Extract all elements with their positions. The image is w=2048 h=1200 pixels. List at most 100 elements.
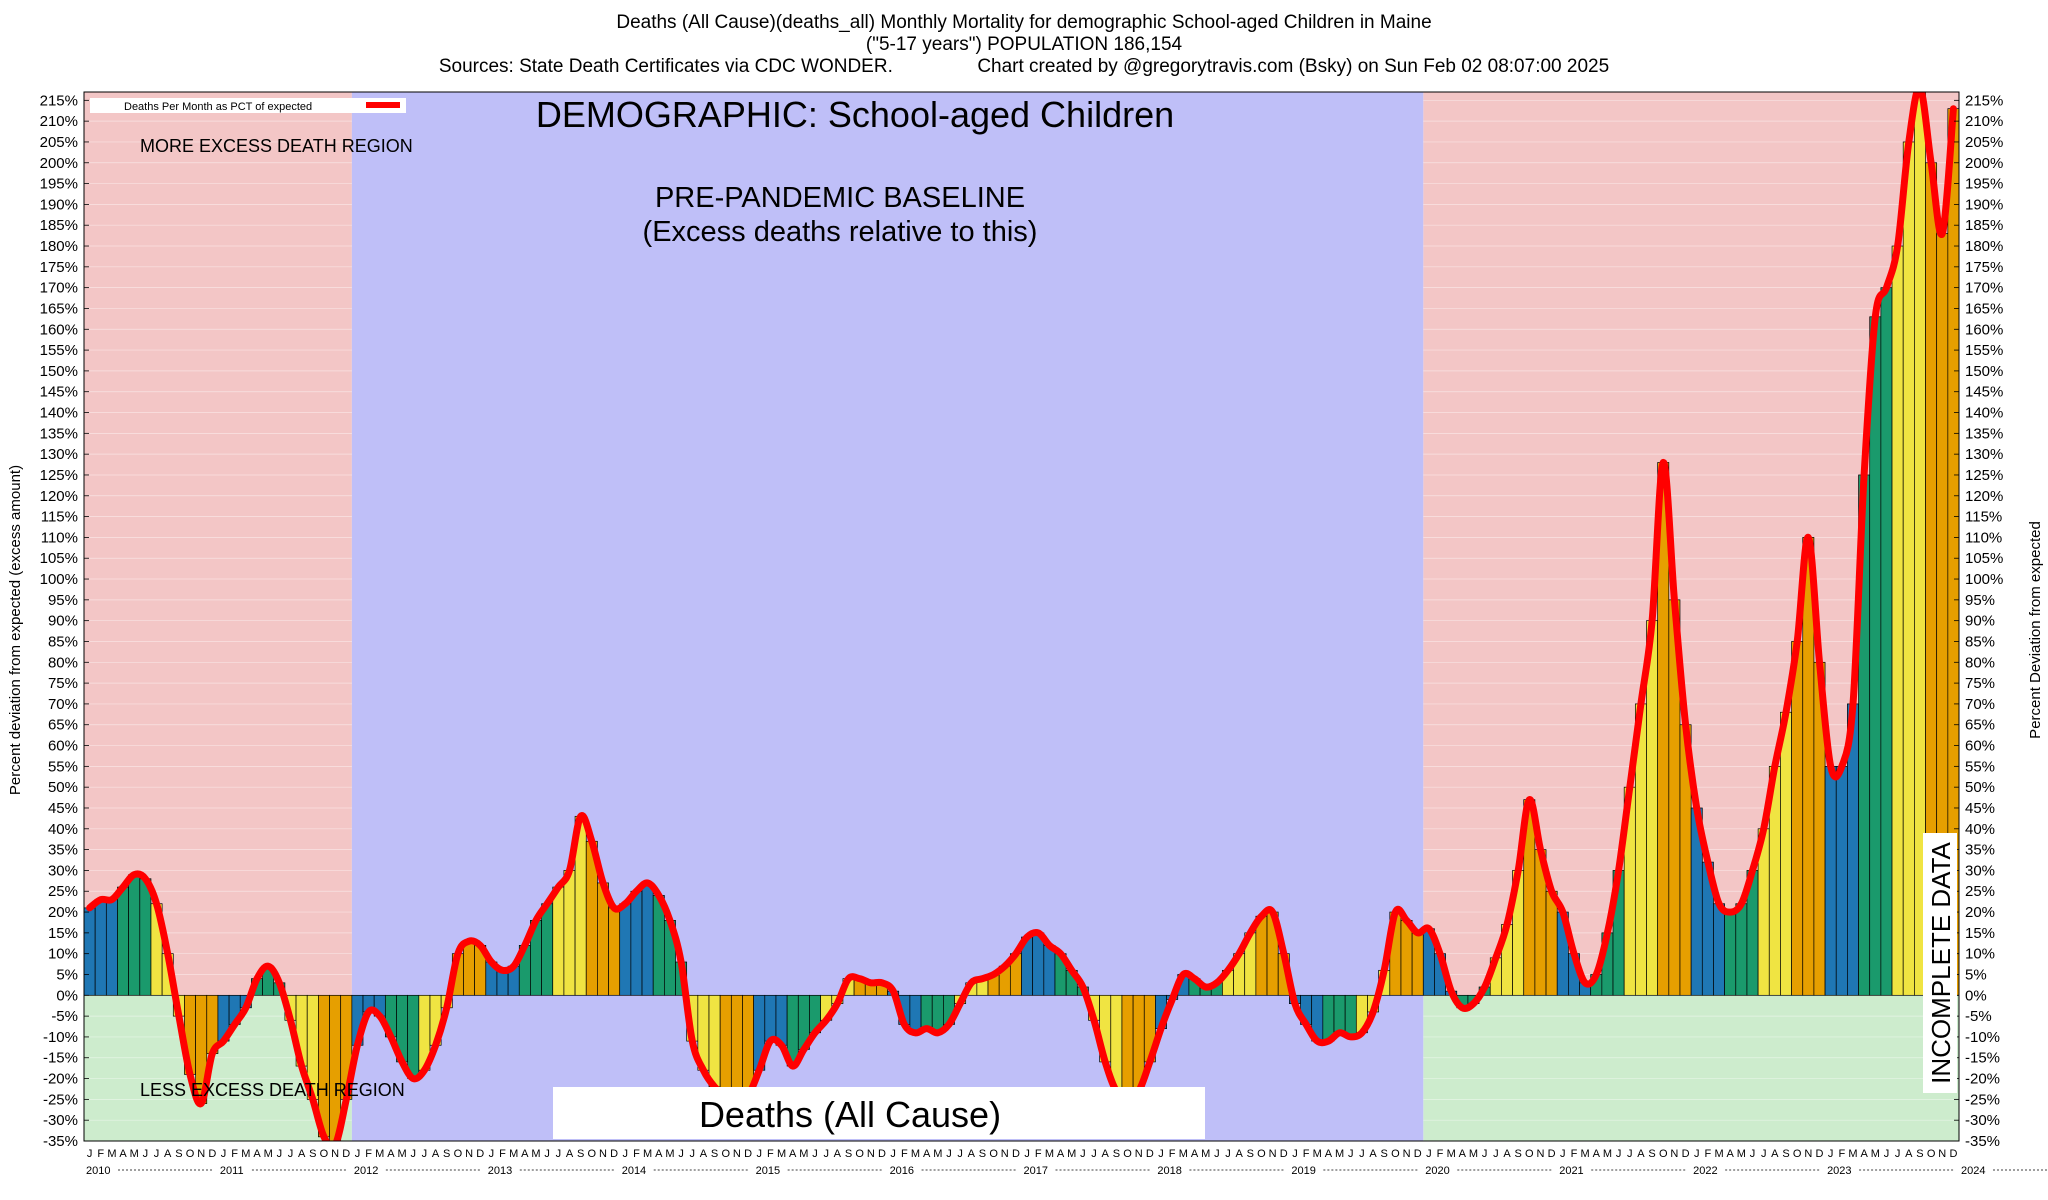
x-tick-label: A [789,1148,797,1160]
x-tick-label: D [1146,1148,1154,1160]
bar [619,903,632,996]
x-tick-label: N [599,1148,607,1160]
legend-label: Deaths Per Month as PCT of expected [124,101,312,113]
x-tick-label: A [968,1148,976,1160]
x-tick-label: J [422,1148,428,1160]
x-tick-label: M [1848,1148,1857,1160]
y-tick-label: 15% [1965,925,1995,942]
measure-label: Deaths (All Cause) [699,1094,1001,1135]
x-tick-label: N [1536,1148,1544,1160]
y-tick-label: 25% [48,883,78,900]
x-tick-label: O [320,1148,329,1160]
x-tick-label: M [643,1148,652,1160]
y-tick-label: -5% [51,1008,78,1025]
x-tick-label: S [1247,1148,1254,1160]
x-tick-label: F [1303,1148,1310,1160]
x-tick-label: F [901,1148,908,1160]
x-tick-label: N [1269,1148,1277,1160]
x-tick-label: D [208,1148,216,1160]
x-tick-label: J [410,1148,416,1160]
y-tick-label: 90% [48,613,78,630]
y-tick-label: 135% [40,425,78,442]
x-tick-label: A [387,1148,395,1160]
y-tick-label: 0% [56,987,78,1004]
y-tick-label: -20% [1965,1071,2000,1088]
x-tick-label: O [855,1148,864,1160]
x-tick-label: S [711,1148,718,1160]
x-year-label: 2015 [756,1165,780,1177]
y-tick-label: 200% [1965,155,2003,172]
y-tick-label: 55% [48,758,78,775]
x-tick-label: O [588,1148,597,1160]
x-tick-label: O [1525,1148,1534,1160]
x-tick-label: D [1949,1148,1957,1160]
x-tick-label: F [1705,1148,1712,1160]
x-year-label: 2013 [488,1165,512,1177]
y-tick-label: 160% [40,321,78,338]
x-tick-label: S [175,1148,182,1160]
y-tick-label: 135% [1965,425,2003,442]
x-tick-label: M [531,1148,540,1160]
plot-frame [83,91,1960,1142]
x-tick-label: S [577,1148,584,1160]
y-tick-label: 45% [48,800,78,817]
y-tick-label: 175% [40,259,78,276]
x-tick-label: J [1426,1148,1432,1160]
x-year-label: 2023 [1827,1165,1851,1177]
x-tick-label: O [1659,1148,1668,1160]
x-year-label: 2014 [622,1165,646,1177]
x-tick-label: M [107,1148,116,1160]
x-tick-label: A [1503,1148,1511,1160]
x-tick-label: F [1169,1148,1176,1160]
x-year-label: 2024 [1961,1165,1985,1177]
x-tick-label: M [1871,1148,1880,1160]
y-tick-label: 145% [1965,384,2003,401]
bar [1411,932,1424,996]
bar [909,994,922,1034]
bar [1255,915,1268,996]
x-tick-label: S [979,1148,986,1160]
x-tick-label: M [1067,1148,1076,1160]
x-year-label: 2021 [1559,1165,1583,1177]
y-tick-label: 215% [1965,92,2003,109]
y-tick-label: 10% [1965,946,1995,963]
legend: Deaths Per Month as PCT of expected [90,98,406,113]
bar [1333,994,1346,1034]
bar [105,899,118,996]
y-tick-label: 160% [1965,321,2003,338]
x-tick-label: D [342,1148,350,1160]
x-tick-label: M [799,1148,808,1160]
x-tick-label: J [143,1148,149,1160]
y-tick-label: 75% [1965,675,1995,692]
x-tick-label: A [1191,1148,1199,1160]
y-tick-label: 40% [48,821,78,838]
bar [920,994,933,1029]
bar [139,878,152,996]
x-tick-label: J [277,1148,283,1160]
y-tick-label: -25% [43,1091,78,1108]
legend-box [90,98,406,113]
x-year-label: 2022 [1693,1165,1717,1177]
y-tick-label: 85% [48,633,78,650]
y-tick-label: 115% [1965,509,2002,526]
x-tick-label: J [1482,1148,1488,1160]
y-tick-label: -20% [43,1071,78,1088]
bar [541,903,554,996]
x-tick-label: D [1012,1148,1020,1160]
y-tick-label: 210% [1965,113,2003,130]
x-tick-label: A [164,1148,172,1160]
y-tick-label: 30% [48,862,78,879]
x-tick-label: M [375,1148,384,1160]
bar [1400,920,1413,996]
x-tick-label: J [1158,1148,1164,1160]
x-tick-label: A [1459,1148,1467,1160]
y-tick-label: 155% [1965,342,2003,359]
x-tick-label: J [1493,1148,1499,1160]
bar [1121,994,1134,1096]
x-tick-label: A [566,1148,574,1160]
x-tick-label: J [1828,1148,1834,1160]
bar [463,940,475,996]
x-tick-label: A [1727,1148,1735,1160]
bar [1735,903,1748,996]
